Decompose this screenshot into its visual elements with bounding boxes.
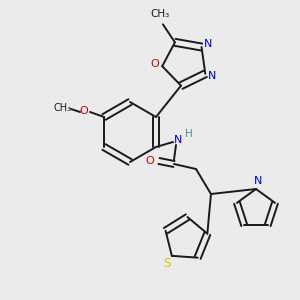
Text: N: N xyxy=(174,135,182,145)
Text: CH₃: CH₃ xyxy=(54,103,72,113)
Text: N: N xyxy=(254,176,262,186)
Text: O: O xyxy=(146,156,154,166)
Text: CH₃: CH₃ xyxy=(150,9,170,19)
Text: N: N xyxy=(208,71,217,81)
Text: S: S xyxy=(163,257,170,270)
Text: O: O xyxy=(80,106,88,116)
Text: H: H xyxy=(185,129,193,139)
Text: O: O xyxy=(151,59,160,69)
Text: N: N xyxy=(204,39,213,49)
